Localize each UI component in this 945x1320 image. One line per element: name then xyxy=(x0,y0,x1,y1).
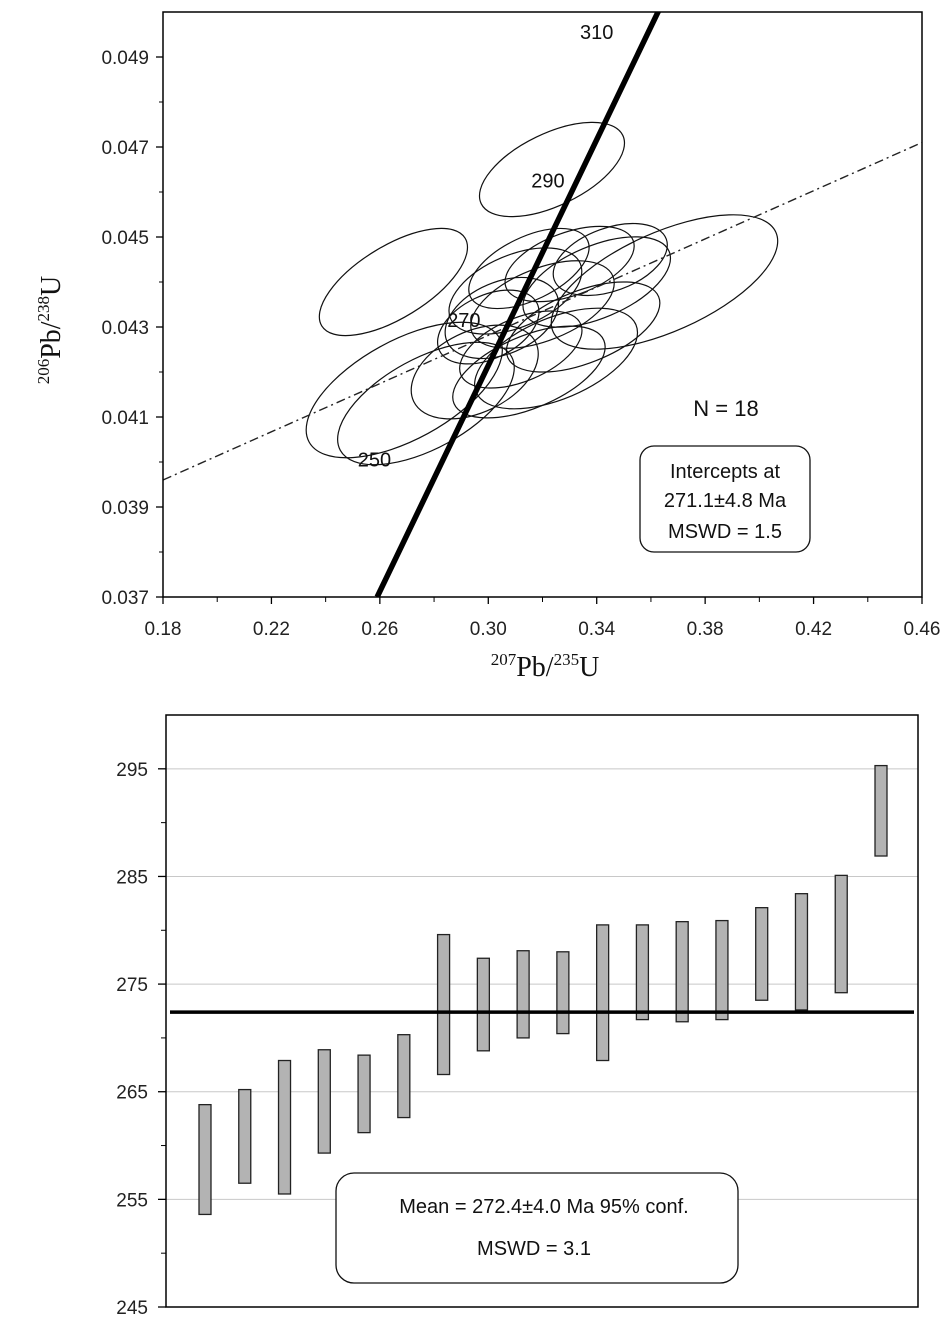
x-axis-title-sup-2: 235 xyxy=(554,650,580,669)
age-error-bar xyxy=(595,924,610,1062)
mean-line-1: Mean = 272.4±4.0 Ma 95% conf. xyxy=(399,1196,689,1218)
intercepts-line-1: Intercepts at xyxy=(670,461,781,483)
age-error-bar xyxy=(715,919,729,1021)
y-tick-label: 285 xyxy=(116,867,148,888)
y-tick-label: 245 xyxy=(116,1298,148,1319)
concordia-age-labels: 310 290 250 270 xyxy=(358,22,614,472)
y-tick-label: 0.049 xyxy=(101,48,149,69)
x-axis-title: 207Pb/235U xyxy=(491,650,600,683)
y-tick-label: 0.041 xyxy=(101,408,149,429)
intercepts-line-3: MSWD = 1.5 xyxy=(668,521,782,543)
y-axis-title-sup-2: 238 xyxy=(34,296,53,322)
age-error-bar xyxy=(635,924,650,1021)
discordia-line xyxy=(163,141,922,481)
age-error-bar xyxy=(238,1088,252,1184)
x-tick-label: 0.42 xyxy=(795,619,832,640)
y-tick-label: 0.037 xyxy=(101,588,149,609)
y-tick-label: 275 xyxy=(116,975,148,996)
age-error-bar xyxy=(198,1103,212,1216)
y-tick-label: 0.043 xyxy=(101,318,149,339)
intercepts-line-2: 271.1±4.8 Ma xyxy=(664,490,787,512)
y-axis-title-sup-1: 206 xyxy=(34,359,53,385)
error-ellipse xyxy=(504,225,635,303)
age-error-bar xyxy=(755,907,769,1001)
y-axis-title-base-1: Pb/ xyxy=(36,321,67,359)
age-error-bar xyxy=(317,1049,331,1154)
age-error-bar xyxy=(675,921,689,1023)
x-axis-title-sup-1: 207 xyxy=(491,650,517,669)
concordia-age-label: 270 xyxy=(447,310,480,332)
age-error-bar xyxy=(277,1059,292,1195)
y-tick-label: 255 xyxy=(116,1190,148,1211)
x-tick-label: 0.46 xyxy=(904,619,941,640)
error-ellipse xyxy=(522,236,672,328)
concordia-curve xyxy=(374,12,662,597)
mean-line-2: MSWD = 3.1 xyxy=(477,1238,591,1260)
error-ellipse xyxy=(478,121,626,218)
n-count-label: N = 18 xyxy=(693,396,758,421)
error-ellipse xyxy=(468,227,590,310)
age-error-bar xyxy=(436,933,451,1076)
y-tick-label: 295 xyxy=(116,760,148,781)
x-tick-label: 0.22 xyxy=(253,619,290,640)
error-ellipses xyxy=(305,121,779,466)
error-ellipse xyxy=(448,247,583,335)
age-error-bar xyxy=(834,874,848,994)
y-tick-label: 0.047 xyxy=(101,138,149,159)
concordia-age-label: 290 xyxy=(531,171,564,193)
error-ellipse xyxy=(436,289,540,365)
x-tick-label: 0.18 xyxy=(145,619,182,640)
concordia-age-label: 310 xyxy=(580,22,613,44)
age-error-bar xyxy=(357,1054,371,1134)
y-axis-title-base-2: U xyxy=(36,276,67,296)
x-axis-title-base-2: U xyxy=(579,652,599,683)
x-tick-label: 0.34 xyxy=(578,619,615,640)
x-axis-title-base-1: Pb/ xyxy=(516,652,554,683)
age-error-bar xyxy=(397,1034,411,1119)
age-error-bar xyxy=(874,764,888,857)
y-tick-label: 0.045 xyxy=(101,228,149,249)
bottom-y-axis: 245 255 265 275 285 295 xyxy=(116,760,166,1319)
error-ellipse xyxy=(552,222,668,297)
error-ellipse xyxy=(318,227,469,337)
weighted-mean-chart: 245 255 265 275 285 295 Mean = 272.4±4.0 Ma 9… xyxy=(116,714,919,1319)
age-error-bar xyxy=(516,950,530,1039)
x-tick-label: 0.30 xyxy=(470,619,507,640)
mean-box xyxy=(335,1172,739,1284)
error-ellipse xyxy=(337,341,515,466)
y-tick-label: 0.039 xyxy=(101,498,149,519)
age-error-bar xyxy=(556,951,570,1035)
intercepts-box xyxy=(639,445,811,553)
y-tick-label: 265 xyxy=(116,1083,148,1104)
error-ellipse xyxy=(410,324,539,420)
age-error-bars xyxy=(198,764,888,1216)
top-x-axis: 0.18 0.22 0.26 0.30 0.34 0.38 0.42 0.46 xyxy=(145,597,941,640)
top-y-axis: 0.037 0.039 0.041 0.043 0.045 0.047 0.049 xyxy=(101,48,163,609)
age-error-bar xyxy=(476,957,491,1052)
y-axis-title: 206Pb/238U xyxy=(34,276,67,385)
x-tick-label: 0.38 xyxy=(687,619,724,640)
age-error-bar xyxy=(794,893,809,1011)
bottom-plot-frame xyxy=(165,714,919,1308)
concordia-age-label: 250 xyxy=(358,450,391,472)
x-tick-label: 0.26 xyxy=(361,619,398,640)
